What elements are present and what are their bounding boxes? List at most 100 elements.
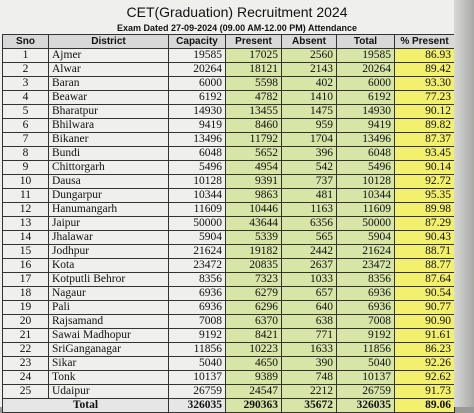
percent-present-cell: 90.12 xyxy=(394,104,455,119)
percent-present-cell: 90.14 xyxy=(394,160,455,175)
present-cell: 5339 xyxy=(225,230,282,245)
total-cell: 14930 xyxy=(336,104,395,119)
capacity-cell: 5040 xyxy=(168,356,226,371)
table-row: 7 Bikaner 13496 11792 1704 13496 87.37 xyxy=(2,132,455,147)
table-header-row: Sno District Capacity Present Absent Tot… xyxy=(2,34,455,49)
absent-cell: 2637 xyxy=(281,258,337,273)
absent-cell: 1704 xyxy=(281,132,337,147)
capacity-cell: 10344 xyxy=(168,188,226,203)
table-row: 9 Chittorgarh 5496 4954 542 5496 90.14 xyxy=(2,160,455,175)
sno-cell: 9 xyxy=(2,160,49,175)
percent-present-cell: 88.71 xyxy=(394,244,455,259)
capacity-cell: 6936 xyxy=(168,286,226,301)
table-row: 22 SriGanganagar 11856 10223 1633 11856 86.23 xyxy=(2,342,455,357)
absent-cell: 640 xyxy=(281,300,337,315)
total-cell: 5496 xyxy=(336,160,395,175)
capacity-cell: 11856 xyxy=(168,342,226,357)
table-row: 24 Tonk 10137 9389 748 10137 92.62 xyxy=(2,370,455,385)
total-cell: 50000 xyxy=(336,216,395,231)
table-row: 14 Jhalawar 5904 5339 565 5904 90.43 xyxy=(2,230,455,245)
sno-cell: 2 xyxy=(2,62,49,77)
capacity-cell: 21624 xyxy=(168,244,226,259)
present-cell: 6279 xyxy=(225,286,282,301)
district-cell: Nagaur xyxy=(48,286,169,301)
district-cell: SriGanganagar xyxy=(48,342,169,357)
table-row: 19 Pali 6936 6296 640 6936 90.77 xyxy=(2,300,455,315)
capacity-cell: 6192 xyxy=(168,90,226,105)
sno-cell: 16 xyxy=(2,258,49,273)
sno-cell: 14 xyxy=(2,230,49,245)
present-cell: 5598 xyxy=(225,76,282,91)
present-cell: 7323 xyxy=(225,272,282,287)
total-cell: 5904 xyxy=(336,230,395,245)
capacity-cell: 8356 xyxy=(168,272,226,287)
present-cell: 43644 xyxy=(225,216,282,231)
district-cell: Kotputli Behror xyxy=(48,272,169,287)
percent-present-cell: 92.26 xyxy=(394,356,455,371)
sno-cell: 6 xyxy=(2,118,49,133)
sno-cell: 24 xyxy=(2,370,49,385)
present-cell: 24547 xyxy=(225,384,282,399)
column-header-total: Total xyxy=(336,34,395,49)
present-cell: 10446 xyxy=(225,202,282,217)
absent-cell: 1410 xyxy=(281,90,337,105)
district-cell: Rajsamand xyxy=(48,314,169,329)
total-cell: 8356 xyxy=(336,272,395,287)
total-cell: 10344 xyxy=(336,188,395,203)
total-cell: 11856 xyxy=(336,342,395,357)
column-header-absent: Absent xyxy=(281,34,337,49)
district-cell: Bhilwara xyxy=(48,118,169,133)
present-cell: 9863 xyxy=(225,188,282,203)
capacity-cell: 6936 xyxy=(168,300,226,315)
absent-cell: 748 xyxy=(281,370,337,385)
district-cell: Beawar xyxy=(48,90,169,105)
district-cell: Bundi xyxy=(48,146,169,161)
present-cell: 5652 xyxy=(225,146,282,161)
sno-cell: 21 xyxy=(2,328,49,343)
table-row: 17 Kotputli Behror 8356 7323 1033 8356 87.64 xyxy=(2,272,455,287)
total-cell: 6936 xyxy=(336,300,395,315)
percent-present-cell: 91.61 xyxy=(394,328,455,343)
percent-present-cell: 90.90 xyxy=(394,314,455,329)
table-row: 4 Beawar 6192 4782 1410 6192 77.23 xyxy=(2,90,455,105)
percent-present-cell: 88.77 xyxy=(394,258,455,273)
total-cell: 20264 xyxy=(336,62,395,77)
absent-cell: 959 xyxy=(281,118,337,133)
percent-present-cell: 89.42 xyxy=(394,62,455,77)
table-row: 12 Hanumangarh 11609 10446 1163 11609 89.98 xyxy=(2,202,455,217)
total-label: Total xyxy=(2,398,169,413)
absent-cell: 1163 xyxy=(281,202,337,217)
total-cell: 11609 xyxy=(336,202,395,217)
percent-present-cell: 87.29 xyxy=(394,216,455,231)
district-cell: Alwar xyxy=(48,62,169,77)
absent-cell: 2442 xyxy=(281,244,337,259)
total-present: 290363 xyxy=(225,398,282,413)
present-cell: 20835 xyxy=(225,258,282,273)
absent-cell: 1633 xyxy=(281,342,337,357)
capacity-cell: 9192 xyxy=(168,328,226,343)
sno-cell: 3 xyxy=(2,76,49,91)
absent-cell: 481 xyxy=(281,188,337,203)
sno-cell: 4 xyxy=(2,90,49,105)
total-cell: 26759 xyxy=(336,384,395,399)
sno-cell: 15 xyxy=(2,244,49,259)
capacity-cell: 14930 xyxy=(168,104,226,119)
total-cell: 6048 xyxy=(336,146,395,161)
present-cell: 13455 xyxy=(225,104,282,119)
capacity-cell: 5496 xyxy=(168,160,226,175)
percent-present-cell: 90.43 xyxy=(394,230,455,245)
total-cell: 21624 xyxy=(336,244,395,259)
capacity-cell: 23472 xyxy=(168,258,226,273)
capacity-cell: 7008 xyxy=(168,314,226,329)
district-cell: Tonk xyxy=(48,370,169,385)
absent-cell: 542 xyxy=(281,160,337,175)
absent-cell: 657 xyxy=(281,286,337,301)
table-row: 16 Kota 23472 20835 2637 23472 88.77 xyxy=(2,258,455,273)
district-cell: Hanumangarh xyxy=(48,202,169,217)
present-cell: 8421 xyxy=(225,328,282,343)
present-cell: 9389 xyxy=(225,370,282,385)
column-header-capacity: Capacity xyxy=(168,34,226,49)
column-header-percent-present: % Present xyxy=(394,34,455,49)
sno-cell: 25 xyxy=(2,384,49,399)
